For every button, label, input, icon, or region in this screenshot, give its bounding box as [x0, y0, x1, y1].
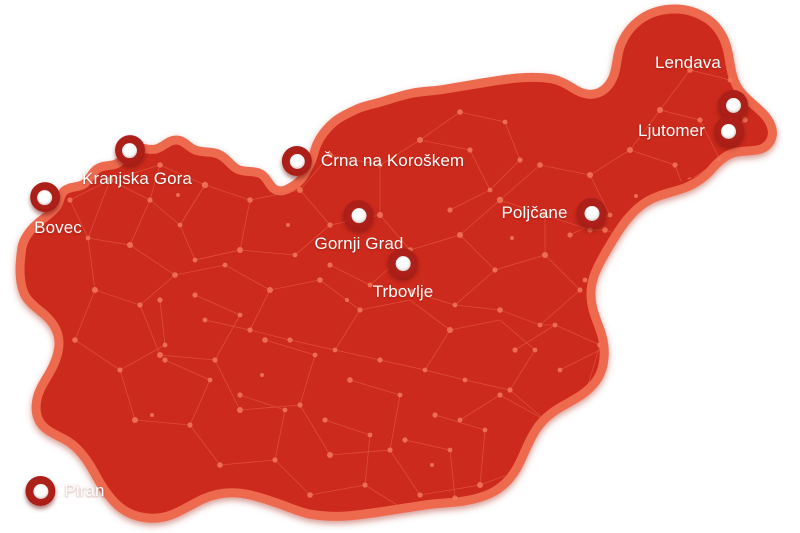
city-marker-poljcane[interactable]: Poljčane [501, 198, 607, 228]
city-marker-gornji-grad[interactable]: Gornji Grad [315, 200, 404, 254]
location-pin-icon [713, 116, 744, 146]
location-pin-icon [344, 200, 374, 231]
city-marker-piran[interactable]: Piran [25, 476, 104, 506]
city-label: Trbovlje [372, 282, 434, 302]
city-marker-kranjska-gora[interactable]: Kranjska Gora [68, 135, 192, 189]
city-marker-trbovlje[interactable]: Trbovlje [373, 248, 434, 302]
city-label: Kranjska Gora [82, 169, 192, 189]
city-marker-crna-na-koroskem[interactable]: Črna na Koroškem [281, 146, 465, 176]
location-pin-icon [281, 146, 312, 176]
location-pin-icon [387, 248, 418, 279]
location-pin-icon [30, 182, 60, 213]
city-label: Črna na Koroškem [320, 150, 465, 170]
city-label: Poljčane [501, 202, 568, 222]
city-label: Bovec [34, 218, 82, 238]
city-label: Lendava [655, 53, 721, 72]
city-marker-ljutomer[interactable]: Ljutomer [638, 116, 744, 146]
location-pin-icon [25, 476, 56, 506]
city-marker-bovec[interactable]: Bovec [8, 182, 82, 238]
city-marker-lendava[interactable]: Lendava [655, 53, 748, 120]
location-pin-icon [115, 135, 145, 166]
city-label: Ljutomer [638, 120, 705, 140]
location-pin-icon [718, 90, 748, 120]
location-pin-icon [576, 198, 607, 228]
city-label: Gornji Grad [314, 234, 404, 254]
city-label: Piran [64, 480, 105, 500]
